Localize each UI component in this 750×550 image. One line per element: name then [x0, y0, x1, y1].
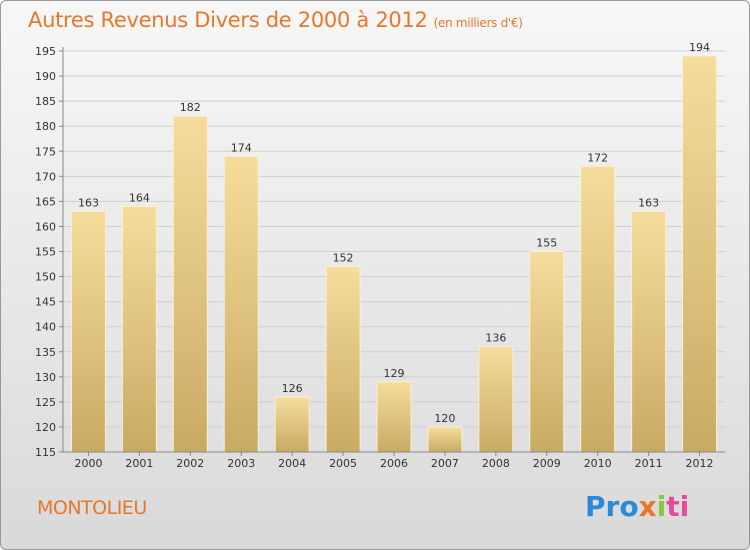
proxiti-logo[interactable]: Proxiti — [585, 490, 689, 523]
y-tick-label: 115 — [35, 446, 56, 459]
bars — [70, 55, 718, 453]
chart-unit: (en milliers d'€) — [433, 16, 523, 30]
x-tick-label-2007: 2007 — [431, 457, 459, 470]
y-tick-label: 175 — [35, 145, 56, 158]
data-label-2007: 120 — [434, 412, 455, 425]
x-tick-label-2010: 2010 — [584, 457, 612, 470]
logo-part-4: ti — [666, 490, 690, 523]
y-tick-label: 170 — [35, 170, 56, 183]
logo-part-3: i — [656, 490, 667, 523]
data-label-2005: 152 — [333, 252, 354, 265]
bar-2007 — [427, 426, 463, 453]
y-tick-label: 140 — [35, 321, 56, 334]
bar-2009 — [529, 251, 565, 453]
bar-2011 — [631, 210, 667, 453]
data-label-2008: 136 — [485, 332, 506, 345]
y-tick-label: 185 — [35, 95, 56, 108]
x-tick-label-2006: 2006 — [380, 457, 408, 470]
bar-2003 — [223, 155, 259, 453]
x-tick-label-2004: 2004 — [278, 457, 306, 470]
y-tick-label: 180 — [35, 120, 56, 133]
data-label-2001: 164 — [129, 191, 150, 204]
x-tick-label-2003: 2003 — [227, 457, 255, 470]
y-tick-label: 190 — [35, 70, 56, 83]
bar-2012 — [682, 55, 718, 453]
data-label-2002: 182 — [180, 101, 201, 114]
y-tick-label: 160 — [35, 220, 56, 233]
y-tick-label: 165 — [35, 195, 56, 208]
y-tick-label: 120 — [35, 421, 56, 434]
x-tick-label-2008: 2008 — [482, 457, 510, 470]
x-tick-label-2005: 2005 — [329, 457, 357, 470]
chart-title: Autres Revenus Divers de 2000 à 2012 (en … — [28, 8, 523, 32]
chart-title-text: Autres Revenus Divers de 2000 à 2012 — [28, 8, 428, 32]
y-tick-label: 125 — [35, 396, 56, 409]
data-label-2004: 126 — [282, 382, 303, 395]
data-label-2006: 129 — [384, 367, 405, 380]
y-tick-label: 150 — [35, 271, 56, 284]
bar-2010 — [580, 165, 616, 453]
bar-2005 — [325, 266, 361, 453]
axes — [59, 47, 725, 456]
y-tick-label: 130 — [35, 371, 56, 384]
bar-2000 — [70, 210, 106, 453]
data-label-2011: 163 — [638, 196, 659, 209]
y-tick-label: 155 — [35, 246, 56, 259]
data-label-2003: 174 — [231, 141, 252, 154]
x-tick-label-2002: 2002 — [176, 457, 204, 470]
town-name: MONTOLIEU — [37, 497, 147, 519]
logo-part-1: Pro — [585, 490, 639, 523]
data-label-2000: 163 — [78, 196, 99, 209]
bar-2006 — [376, 381, 412, 453]
bar-2008 — [478, 346, 514, 453]
x-tick-label-2012: 2012 — [686, 457, 714, 470]
data-label-2012: 194 — [689, 41, 710, 54]
bar-2004 — [274, 396, 310, 453]
x-tick-label-2001: 2001 — [125, 457, 153, 470]
y-tick-label: 195 — [35, 45, 56, 58]
labels: 115 120 125 130 135 140 145 150 155 160 165 170 175 1… — [35, 41, 714, 470]
y-tick-label: 135 — [35, 346, 56, 359]
logo-part-2: x — [638, 490, 657, 523]
data-label-2010: 172 — [587, 151, 608, 164]
y-tick-label: 145 — [35, 296, 56, 309]
x-tick-label-2011: 2011 — [635, 457, 663, 470]
bar-2002 — [172, 115, 208, 453]
bar-2001 — [121, 205, 157, 453]
data-label-2009: 155 — [536, 237, 557, 250]
x-tick-label-2000: 2000 — [74, 457, 102, 470]
x-tick-label-2009: 2009 — [533, 457, 561, 470]
